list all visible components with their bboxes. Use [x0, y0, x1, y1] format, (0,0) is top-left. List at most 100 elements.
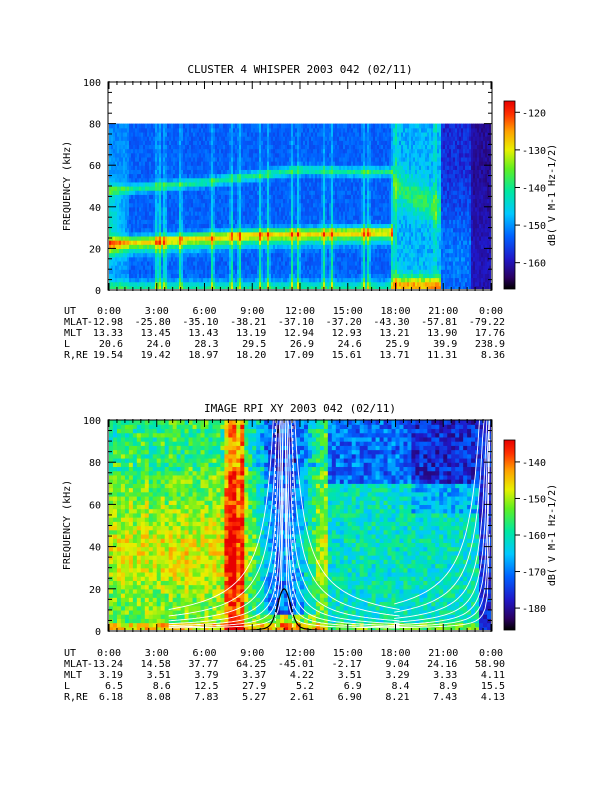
- heatmap-cell: [147, 123, 150, 129]
- heatmap-cell: [223, 248, 226, 254]
- heatmap-cell: [265, 206, 268, 212]
- heatmap-cell: [237, 210, 240, 216]
- heatmap-cell: [205, 244, 208, 249]
- heatmap-cell: [279, 131, 282, 137]
- heatmap-cell: [135, 202, 138, 208]
- heatmap-cell: [163, 152, 166, 158]
- heatmap-cell: [161, 127, 164, 133]
- heatmap-cell: [335, 169, 338, 175]
- heatmap-cell: [205, 273, 208, 279]
- heatmap-cell: [311, 194, 314, 200]
- heatmap-cell: [115, 144, 118, 150]
- heatmap-cell: [235, 165, 238, 170]
- heatmap-cell: [113, 281, 116, 287]
- heatmap-cell: [273, 210, 276, 216]
- heatmap-cell: [295, 161, 298, 166]
- heatmap-cell: [347, 165, 350, 170]
- heatmap-cell: [207, 156, 210, 162]
- heatmap-cell: [229, 256, 232, 262]
- heatmap-cell: [139, 240, 142, 245]
- heatmap-cell: [239, 194, 242, 200]
- heatmap-cell: [339, 161, 342, 166]
- heatmap-cell: [351, 144, 354, 150]
- heatmap-cell: [161, 269, 164, 274]
- heatmap-cell: [293, 198, 296, 204]
- heatmap-cell: [297, 140, 300, 145]
- heatmap-cell: [353, 123, 356, 129]
- heatmap-cell: [157, 210, 160, 216]
- heatmap-cell: [137, 127, 140, 133]
- heatmap-cell: [309, 256, 312, 262]
- heatmap-cell: [289, 181, 292, 187]
- heatmap-cell: [347, 140, 350, 145]
- heatmap-cell: [171, 161, 174, 166]
- heatmap-cell: [191, 210, 194, 216]
- heatmap-cell: [305, 256, 308, 262]
- heatmap-cell: [251, 265, 254, 270]
- heatmap-cell: [117, 210, 120, 216]
- heatmap-cell: [223, 127, 226, 133]
- heatmap-cell: [313, 285, 316, 289]
- heatmap-cell: [167, 190, 170, 195]
- heatmap-cell: [255, 127, 258, 133]
- heatmap-cell: [137, 177, 140, 183]
- heatmap-cell: [173, 127, 176, 133]
- heatmap-cell: [121, 269, 124, 274]
- heatmap-cell: [155, 215, 158, 220]
- heatmap-cell: [177, 202, 180, 208]
- heatmap-cell: [253, 177, 256, 183]
- heatmap-cell: [335, 252, 338, 258]
- heatmap-cell: [211, 244, 214, 249]
- heatmap-cell: [127, 127, 130, 133]
- heatmap-cell: [261, 181, 264, 187]
- heatmap-cell: [347, 248, 350, 254]
- heatmap-cell: [301, 227, 304, 233]
- heatmap-cell: [357, 190, 360, 195]
- heatmap-cell: [131, 144, 134, 150]
- heatmap-cell: [271, 240, 274, 245]
- heatmap-cell: [161, 223, 164, 229]
- heatmap-cell: [243, 156, 246, 162]
- heatmap-cell: [353, 152, 356, 158]
- heatmap-cell: [125, 248, 128, 254]
- heatmap-cell: [249, 165, 252, 170]
- heatmap-cell: [247, 227, 250, 233]
- heatmap-cell: [175, 181, 178, 187]
- heatmap-cell: [131, 260, 134, 266]
- heatmap-cell: [147, 148, 150, 154]
- heatmap-cell: [153, 173, 156, 179]
- heatmap-cell: [279, 235, 282, 241]
- heatmap-cell: [135, 244, 138, 249]
- heatmap-cell: [137, 173, 140, 179]
- heatmap-cell: [203, 173, 206, 179]
- heatmap-cell: [201, 269, 204, 274]
- heatmap-cell: [109, 252, 112, 258]
- heatmap-cell: [201, 165, 204, 170]
- heatmap-cell: [319, 198, 322, 204]
- heatmap-cell: [113, 223, 116, 229]
- heatmap-cell: [123, 152, 126, 158]
- heatmap-cell: [205, 227, 208, 233]
- heatmap-cell: [239, 148, 242, 154]
- heatmap-cell: [245, 227, 248, 233]
- heatmap-cell: [291, 131, 294, 137]
- heatmap-cell: [323, 210, 326, 216]
- heatmap-cell: [303, 144, 306, 150]
- heatmap-cell: [151, 285, 154, 289]
- heatmap-cell: [203, 186, 206, 191]
- heatmap-cell: [259, 181, 262, 187]
- heatmap-cell: [293, 140, 296, 145]
- heatmap-cell: [343, 190, 346, 195]
- heatmap-cell: [221, 244, 224, 249]
- heatmap-cell: [241, 273, 244, 279]
- heatmap-cell: [355, 123, 358, 129]
- heatmap-cell: [287, 169, 290, 175]
- heatmap-cell: [301, 169, 304, 175]
- heatmap-cell: [333, 240, 336, 245]
- heatmap-cell: [225, 244, 228, 249]
- heatmap-cell: [207, 190, 210, 195]
- heatmap-cell: [331, 260, 334, 266]
- heatmap-cell: [145, 186, 148, 191]
- heatmap-cell: [135, 148, 138, 154]
- heatmap-cell: [181, 181, 184, 187]
